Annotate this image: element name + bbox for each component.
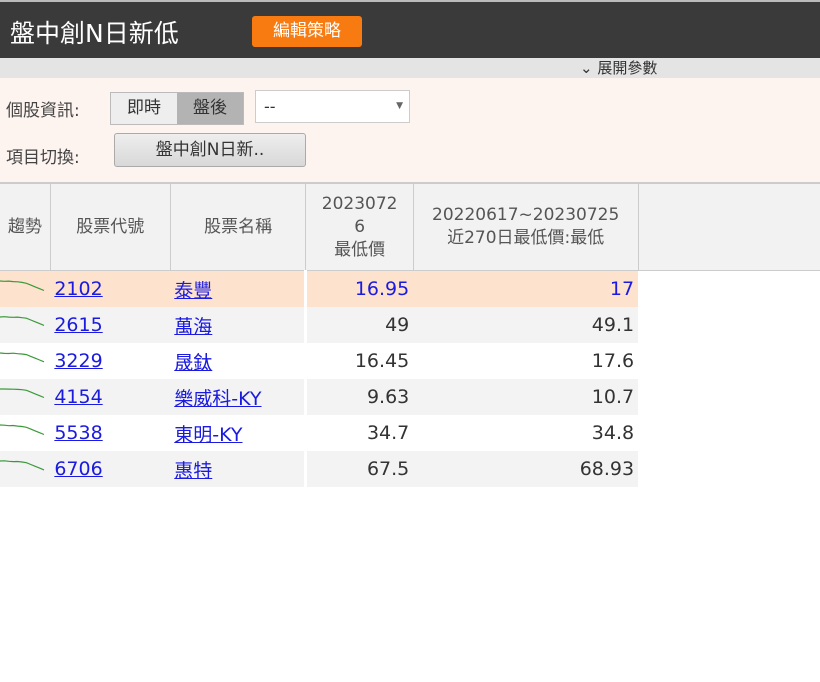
- stock-code-link[interactable]: 2615: [54, 314, 103, 336]
- expand-params-toggle[interactable]: ⌄ 展開參數: [580, 58, 657, 78]
- empty-cell: [638, 343, 820, 379]
- code-cell[interactable]: 5538: [50, 415, 170, 451]
- trend-sparkline-icon: [0, 459, 45, 470]
- table-row[interactable]: 6706 惠特 67.5 68.93: [0, 451, 820, 487]
- table-header: 趨勢 股票代號 股票名稱 20230726 最低價 20220617~20230…: [0, 182, 820, 271]
- low-price: 67.5: [304, 451, 414, 487]
- empty-cell: [638, 270, 820, 307]
- page-title: 盤中創N日新低: [10, 19, 179, 48]
- dropdown-arrow-icon: ▼: [396, 101, 403, 111]
- table-row[interactable]: 2615 萬海 49 49.1: [0, 307, 820, 343]
- code-cell[interactable]: 6706: [50, 451, 171, 487]
- item-switch-button[interactable]: 盤中創N日新..: [114, 133, 306, 167]
- code-cell[interactable]: 2102: [50, 270, 171, 307]
- stock-code-link[interactable]: 2102: [54, 278, 103, 300]
- mode-afterhours[interactable]: 盤後: [177, 93, 243, 124]
- switch-label: 項目切換:: [6, 148, 80, 168]
- results-table: 趨勢 股票代號 股票名稱 20230726 最低價 20220617~20230…: [0, 182, 820, 487]
- low-price: 16.95: [304, 270, 414, 307]
- table-row[interactable]: 3229 晟鈦 16.45 17.6: [0, 343, 820, 379]
- stock-code-link[interactable]: 5538: [54, 422, 103, 444]
- stock-name-link[interactable]: 萬海: [174, 315, 213, 338]
- sparkline: [0, 415, 50, 451]
- stock-code-link[interactable]: 4154: [54, 386, 103, 408]
- title-bar: 盤中創N日新低 編輯策略: [0, 0, 820, 58]
- expand-label: 展開參數: [597, 59, 658, 77]
- sparkline: [0, 307, 51, 343]
- trend-sparkline-icon: [0, 315, 45, 326]
- empty-cell: [638, 379, 820, 415]
- name-cell[interactable]: 惠特: [170, 451, 306, 487]
- trend-sparkline-icon: [0, 423, 45, 435]
- table-row[interactable]: 2102 泰豐 16.95 17: [0, 270, 820, 307]
- empty-cell: [638, 451, 820, 487]
- col-min270-line1: 20220617~20230725: [432, 205, 620, 225]
- code-cell[interactable]: 3229: [50, 343, 170, 379]
- min270-price: 49.1: [413, 307, 639, 343]
- table-row[interactable]: 4154 樂威科-KY 9.63 10.7: [0, 379, 820, 415]
- col-code[interactable]: 股票代號: [49, 182, 171, 271]
- sparkline: [0, 379, 51, 415]
- low-price: 49: [304, 307, 414, 343]
- name-cell[interactable]: 東明-KY: [170, 415, 306, 451]
- col-low-label: 20230726 最低價: [321, 193, 398, 260]
- min270-price: 17.6: [591, 350, 635, 372]
- stock-code-link[interactable]: 6706: [54, 458, 103, 480]
- stock-code-link[interactable]: 3229: [54, 350, 103, 372]
- chevron-down-icon: ⌄: [580, 59, 593, 77]
- param-strip: [0, 58, 820, 78]
- stock-name-link[interactable]: 泰豐: [174, 279, 213, 302]
- stock-name-link[interactable]: 東明-KY: [174, 423, 243, 446]
- col-empty: [637, 182, 820, 271]
- code-cell[interactable]: 2615: [50, 307, 171, 343]
- stock-name-link[interactable]: 樂威科-KY: [174, 387, 262, 410]
- low-price: 34.7: [304, 415, 414, 451]
- col-min270[interactable]: 20220617~20230725 近270日最低價:最低: [412, 182, 639, 271]
- min270-price: 17: [413, 270, 639, 307]
- name-cell[interactable]: 晟鈦: [170, 343, 306, 379]
- code-cell[interactable]: 4154: [50, 379, 171, 415]
- table-row[interactable]: 5538 東明-KY 34.7 34.8: [0, 415, 820, 451]
- sparkline: [0, 451, 51, 487]
- col-min270-line2: 近270日最低價:最低: [447, 228, 605, 248]
- stock-name-link[interactable]: 惠特: [174, 459, 213, 482]
- col-trend[interactable]: 趨勢: [0, 182, 51, 271]
- trend-sparkline-icon: [0, 351, 45, 362]
- empty-cell: [638, 307, 820, 343]
- trend-sparkline-icon: [0, 279, 45, 291]
- info-dropdown[interactable]: -- ▼: [255, 90, 410, 123]
- name-cell[interactable]: 樂威科-KY: [170, 379, 306, 415]
- mode-realtime[interactable]: 即時: [111, 93, 177, 124]
- low-price: 9.63: [304, 379, 414, 415]
- name-cell[interactable]: 泰豐: [170, 270, 306, 307]
- col-name[interactable]: 股票名稱: [169, 182, 307, 271]
- empty-cell: [638, 415, 820, 451]
- sparkline: [0, 270, 51, 307]
- min270-price: 34.8: [591, 422, 635, 444]
- min270-price: 10.7: [413, 379, 639, 415]
- stock-info-label: 個股資訊:: [6, 101, 80, 121]
- dropdown-value: --: [264, 97, 276, 116]
- min270-price: 68.93: [413, 451, 639, 487]
- stock-name-link[interactable]: 晟鈦: [174, 351, 213, 374]
- sparkline: [0, 343, 50, 379]
- name-cell[interactable]: 萬海: [170, 307, 306, 343]
- low-price: 16.45: [304, 343, 414, 379]
- mode-toggle[interactable]: 即時 盤後: [110, 92, 244, 125]
- edit-strategy-button[interactable]: 編輯策略: [252, 16, 362, 47]
- trend-sparkline-icon: [0, 387, 45, 398]
- col-low[interactable]: 20230726 最低價: [305, 182, 414, 271]
